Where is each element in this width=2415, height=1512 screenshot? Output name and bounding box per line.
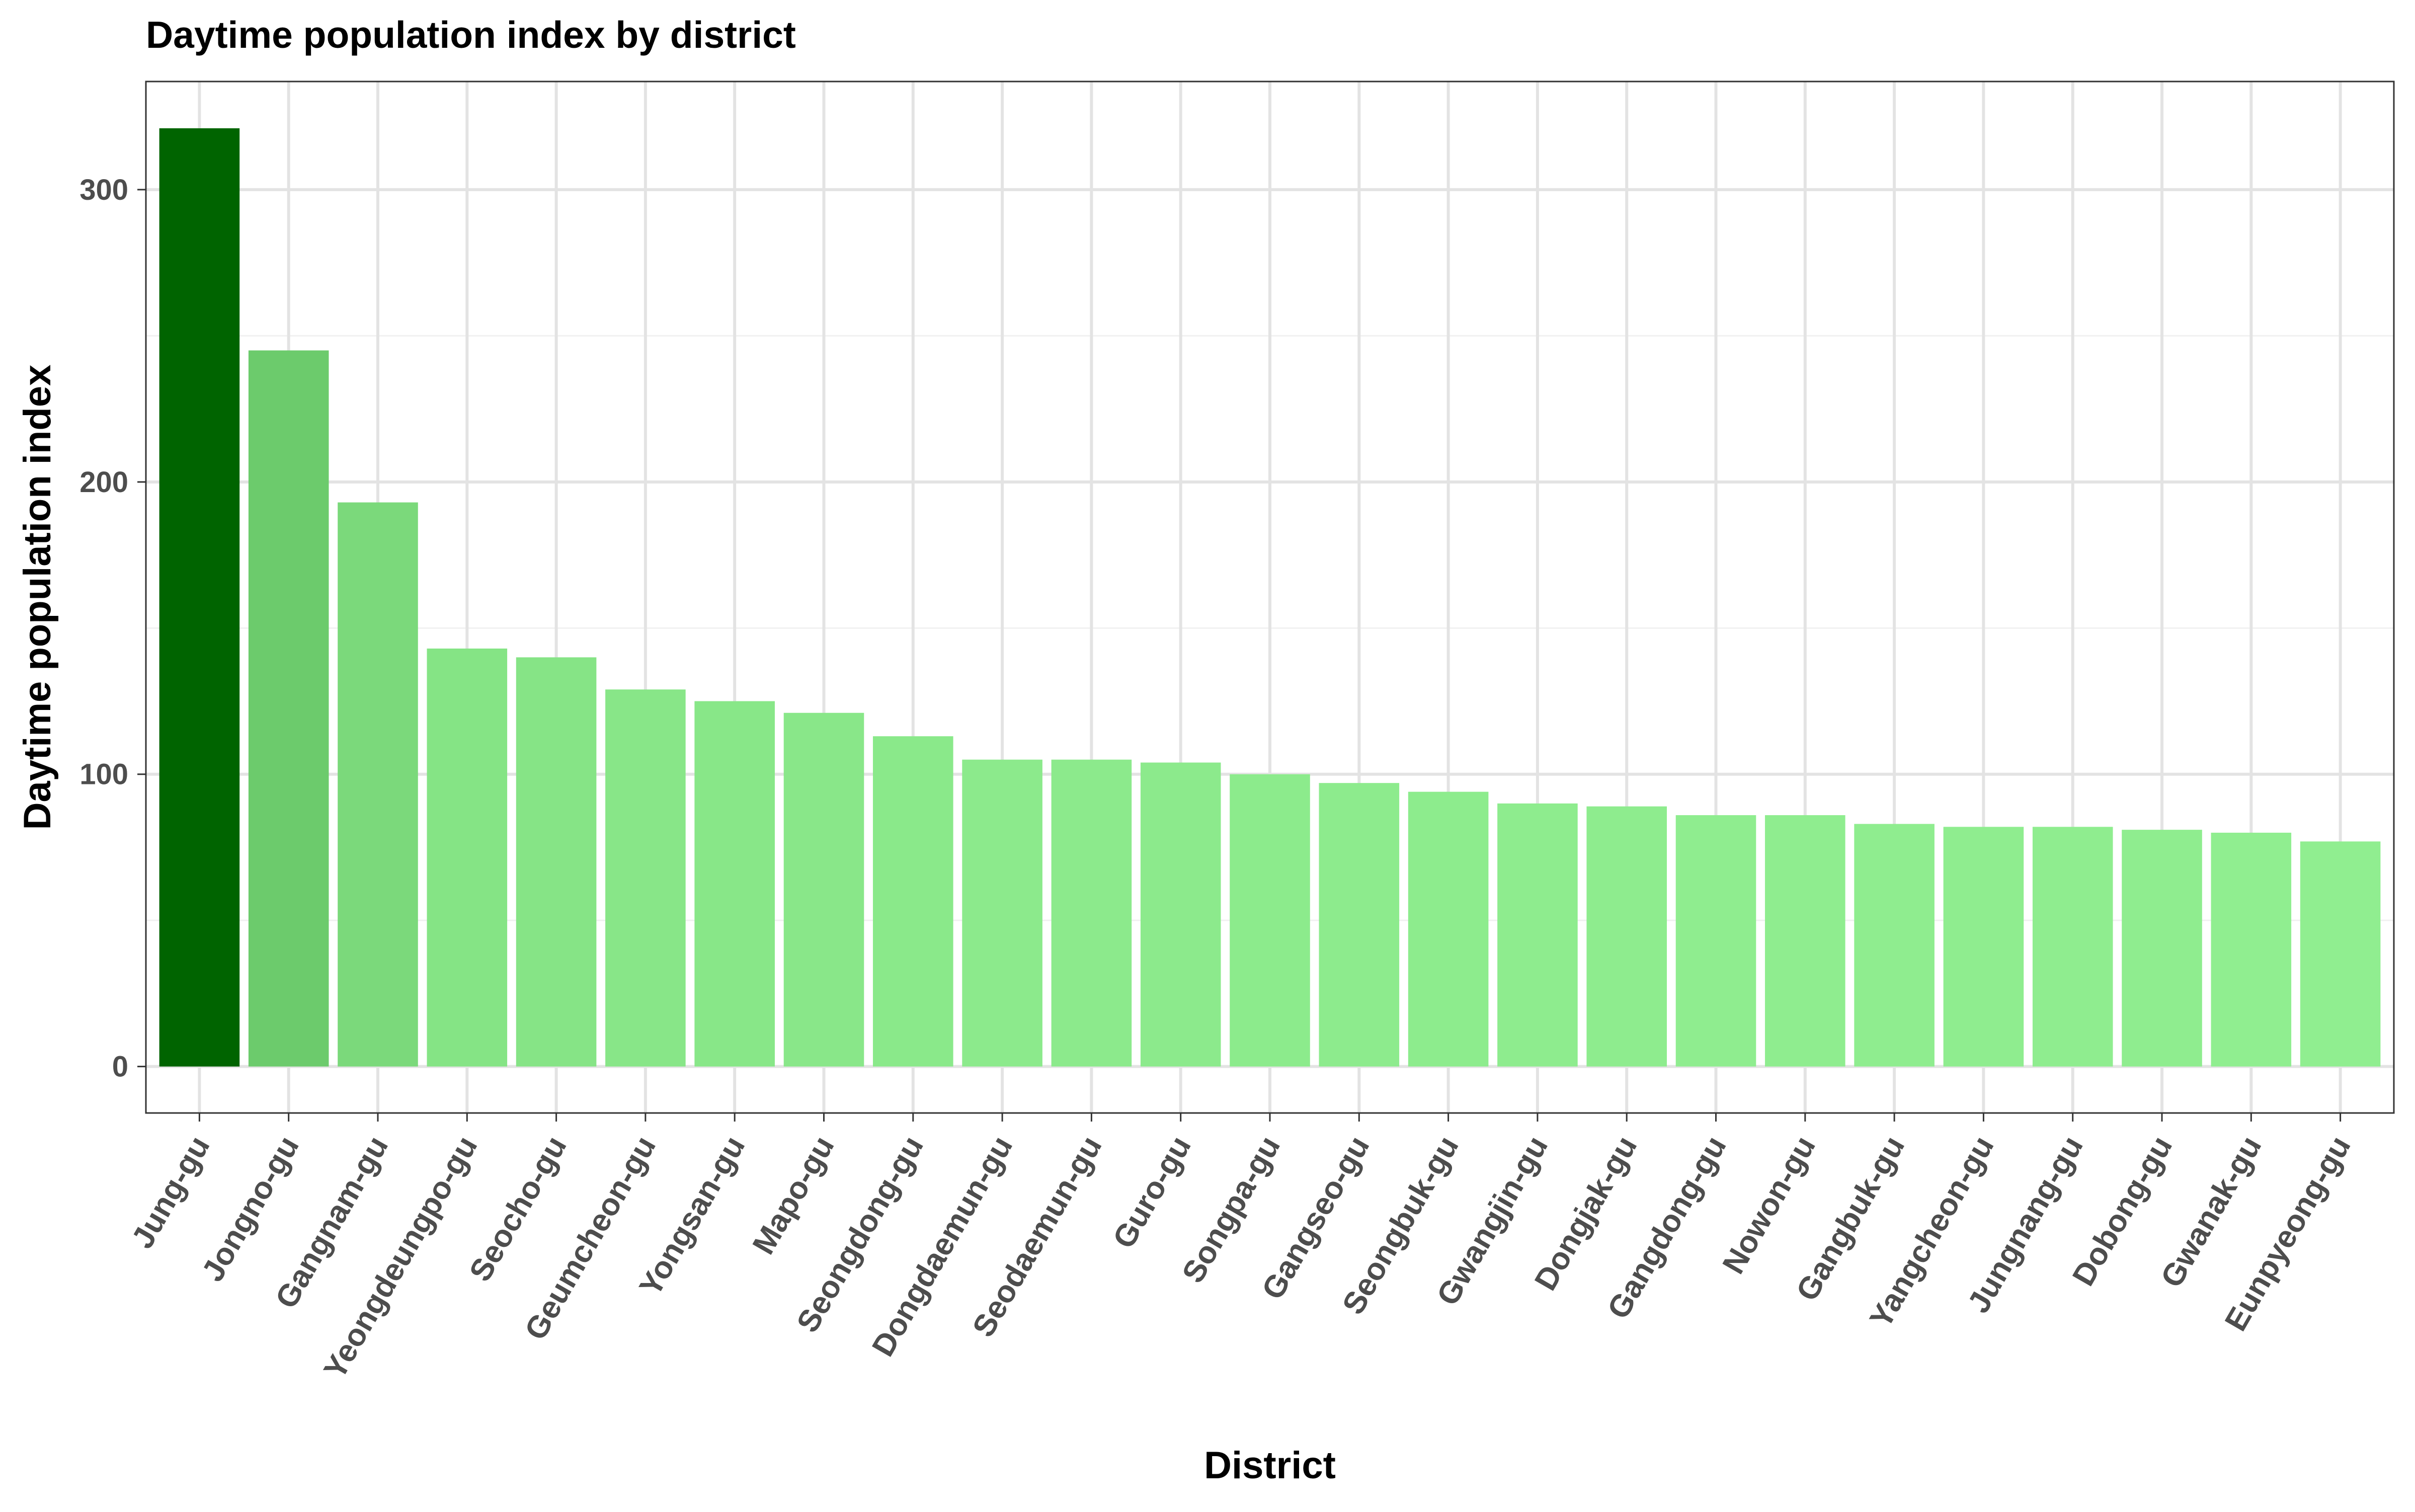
y-axis: 0 100 200 300 <box>79 174 146 1083</box>
bar-guro-gu <box>1140 762 1221 1067</box>
bar-songpa-gu <box>1230 774 1310 1067</box>
x-tick-label: Yeongdeungpo-gu <box>317 1131 485 1385</box>
bar-dongjak-gu <box>1586 806 1667 1067</box>
bar-eunpyeong-gu <box>2300 841 2381 1067</box>
bars-layer <box>159 128 2381 1067</box>
y-tick-label: 300 <box>79 174 128 206</box>
bar-seongbuk-gu <box>1408 791 1489 1067</box>
bar-geumcheon-gu <box>605 689 686 1067</box>
bar-jung-gu <box>159 128 240 1067</box>
y-axis-title: Daytime population index <box>16 365 59 830</box>
bar-yeongdeungpo-gu <box>427 648 508 1067</box>
bar-gangnam-gu <box>338 502 418 1067</box>
bar-gangseo-gu <box>1319 783 1400 1067</box>
x-tick-label: Jung-gu <box>125 1131 216 1254</box>
bar-gangdong-gu <box>1675 815 1756 1067</box>
x-axis-title: District <box>1204 1444 1336 1487</box>
y-tick-label: 100 <box>79 758 128 791</box>
bar-seongdong-gu <box>873 736 953 1067</box>
bar-nowon-gu <box>1765 815 1845 1067</box>
bar-yongsan-gu <box>694 701 775 1067</box>
x-axis: Jung-guJongno-guGangnam-guYeongdeungpo-g… <box>125 1113 2358 1385</box>
y-tick-label: 0 <box>112 1051 128 1083</box>
bar-seocho-gu <box>516 657 597 1067</box>
bar-yangcheon-gu <box>1943 827 2024 1067</box>
bar-gwanak-gu <box>2211 832 2292 1067</box>
x-tick-label: Mapo-gu <box>746 1131 841 1260</box>
bar-jungnang-gu <box>2032 827 2113 1067</box>
bar-mapo-gu <box>783 712 864 1067</box>
bar-gwangjin-gu <box>1497 803 1578 1067</box>
bar-dobong-gu <box>2122 830 2202 1067</box>
bar-jongno-gu <box>248 350 329 1067</box>
y-tick-label: 200 <box>79 466 128 499</box>
x-tick-label: Guro-gu <box>1106 1131 1198 1254</box>
x-tick-label: Nowon-gu <box>1716 1131 1822 1280</box>
bar-gangbuk-gu <box>1854 824 1935 1067</box>
chart-title: Daytime population index by district <box>146 14 796 56</box>
bar-dongdaemun-gu <box>962 759 1042 1067</box>
bar-seodaemun-gu <box>1051 759 1132 1067</box>
